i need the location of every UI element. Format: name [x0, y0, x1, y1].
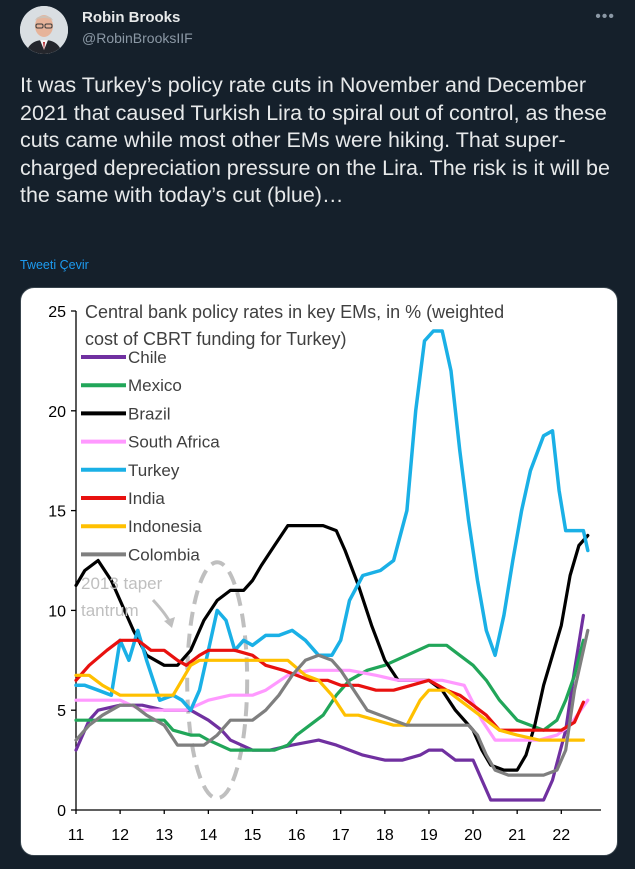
author-handle[interactable]: @RobinBrooksIIF	[82, 30, 193, 46]
x-tick-label: 15	[244, 827, 262, 844]
legend-label-chile: Chile	[128, 348, 167, 367]
legend-label-colombia: Colombia	[128, 545, 200, 564]
x-tick-label: 18	[376, 827, 394, 844]
profile-photo	[20, 6, 68, 54]
x-tick-label: 13	[155, 827, 173, 844]
legend-label-indonesia: Indonesia	[128, 517, 202, 536]
legend-label-mexico: Mexico	[128, 376, 182, 395]
series-line-colombia	[74, 628, 590, 777]
annotation-label-line2: tantrum	[81, 601, 139, 620]
x-tick-label: 14	[199, 827, 217, 844]
tweet-text: It was Turkey’s policy rate cuts in Nove…	[20, 73, 610, 207]
x-tick-label: 16	[288, 827, 306, 844]
y-tick-label: 5	[57, 703, 66, 720]
annotation-label-line1: 2013 taper	[81, 574, 163, 593]
x-tick-label: 11	[68, 827, 85, 844]
x-tick-label: 20	[464, 827, 482, 844]
series-line-turkey	[74, 329, 590, 712]
tweet-image-chart[interactable]: 0 5 10 15 20 25 11 12 13 14 15 16 17 18 19 20 21 22 2013 t…	[20, 287, 618, 856]
y-tick-label: 10	[48, 603, 66, 620]
x-tick-label: 21	[508, 827, 526, 844]
avatar[interactable]	[20, 6, 68, 54]
author-name[interactable]: Robin Brooks	[82, 9, 181, 26]
x-tick-label: 19	[420, 827, 438, 844]
legend-label-brazil: Brazil	[128, 404, 171, 423]
series-line-india	[74, 638, 586, 732]
more-options-icon[interactable]: •••	[595, 8, 615, 25]
tweet-header: Robin Brooks @RobinBrooksIIF •••	[0, 0, 635, 60]
x-tick-label: 22	[552, 827, 570, 844]
y-tick-label: 0	[57, 803, 66, 820]
y-tick-label: 20	[48, 404, 66, 421]
series-line-indonesia	[74, 658, 586, 742]
taper-tantrum-ellipse	[185, 560, 250, 801]
x-tick-label: 12	[111, 827, 129, 844]
series-line-mexico	[74, 638, 586, 752]
legend-label-south-africa: South Africa	[128, 433, 220, 452]
annotation-arrowhead	[164, 617, 175, 628]
y-tick-label: 25	[48, 304, 66, 321]
chart-title-line2: cost of CBRT funding for Turkey)	[85, 329, 346, 349]
legend-label-turkey: Turkey	[128, 461, 180, 480]
policy-rate-chart: 0 5 10 15 20 25 11 12 13 14 15 16 17 18 19 20 21 22 2013 t…	[48, 302, 601, 844]
legend-label-india: India	[128, 489, 165, 508]
translate-tweet-link[interactable]: Tweeti Çevir	[20, 258, 89, 272]
y-tick-label: 15	[48, 504, 66, 521]
series-line-brazil	[74, 524, 590, 772]
chart-title-line1: Central bank policy rates in key EMs, in…	[85, 302, 504, 322]
x-tick-label: 17	[332, 827, 350, 844]
